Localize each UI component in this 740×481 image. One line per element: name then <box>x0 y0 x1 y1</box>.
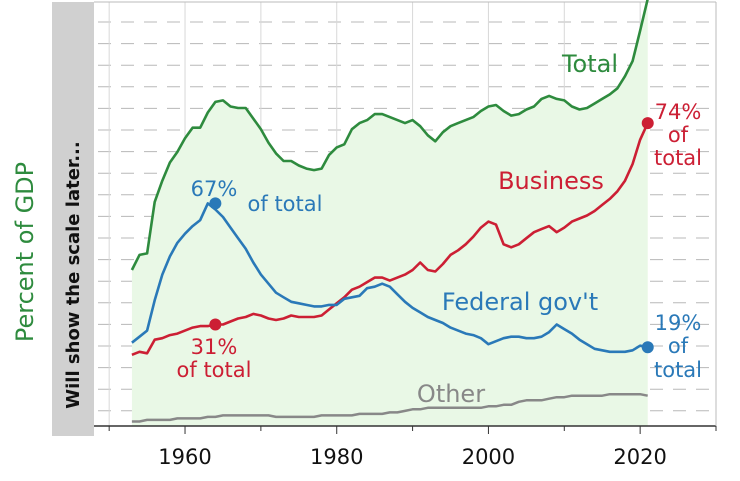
annotation-text: total <box>654 146 702 170</box>
annotation-text: of total <box>248 192 323 216</box>
x-tick-label: 2020 <box>613 445 666 469</box>
annotation-dot <box>209 197 222 210</box>
scale-note: Will show the scale later... <box>63 141 84 408</box>
total-series-label: Total <box>561 50 618 78</box>
annotation-text: total <box>654 358 702 382</box>
federal-line <box>131 202 648 354</box>
annotation-text: 19% <box>655 311 702 335</box>
annotation-dot <box>641 341 654 354</box>
business-series-label: Business <box>498 167 604 195</box>
annotation-text: 31% <box>191 335 238 359</box>
other-line <box>131 392 648 423</box>
annotation-dot <box>209 318 222 331</box>
annotation-text: of total <box>177 358 252 382</box>
x-tick-label: 1960 <box>158 445 211 469</box>
annotation-text: of <box>668 334 689 358</box>
federal-series-label: Federal gov't <box>442 288 598 316</box>
other-series-label: Other <box>417 380 485 408</box>
scale-placeholder-band <box>52 2 94 436</box>
x-tick-label: 1980 <box>310 445 363 469</box>
series-labels: Total Business Federal gov't Other <box>417 50 618 408</box>
annotation-text: 74% <box>655 100 702 124</box>
y-axis-title: Percent of GDP <box>11 162 39 342</box>
annotation-text: 67% <box>191 177 238 201</box>
federal-1964-annotation: 67% of total <box>191 177 323 216</box>
total-line <box>130 0 649 271</box>
annotation-dot <box>641 117 654 130</box>
x-tick-label: 2000 <box>462 445 515 469</box>
total-area <box>131 0 648 426</box>
business-1964-annotation: 31%of total <box>177 318 252 382</box>
x-tick-labels: 1960 1980 2000 2020 <box>158 445 667 469</box>
total-area-fill <box>131 0 648 426</box>
axes <box>94 1 717 434</box>
annotation-text: of <box>668 123 689 147</box>
